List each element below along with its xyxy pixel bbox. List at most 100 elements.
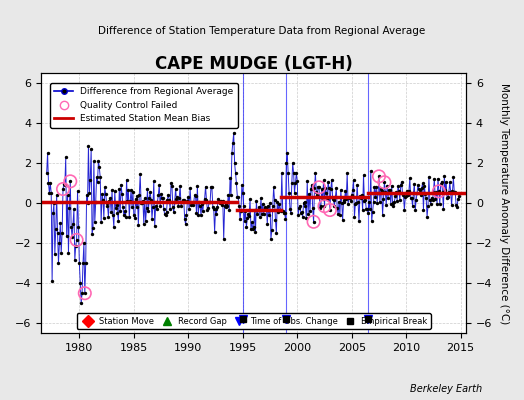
Point (354, 198, 362, 205)
Point (150, 178, 158, 184)
Point (255, 204, 263, 210)
Point (221, 203, 229, 209)
Point (406, 175, 414, 182)
Point (432, 188, 440, 195)
Point (213, 204, 222, 210)
Point (202, 196, 211, 203)
Point (250, 206, 259, 213)
Point (245, 212, 253, 219)
Point (427, 200, 435, 207)
Point (201, 184, 210, 190)
Point (246, 196, 254, 202)
Point (152, 206, 161, 212)
Point (145, 194, 154, 201)
Point (192, 210, 201, 216)
Point (168, 183, 176, 189)
Point (397, 181, 405, 188)
Point (262, 205, 270, 211)
Point (47, 190, 56, 196)
Point (425, 196, 434, 203)
Point (306, 208, 314, 214)
Point (367, 168, 375, 174)
Point (407, 195, 415, 202)
Point (123, 198, 132, 204)
Point (435, 188, 443, 194)
Point (233, 194, 242, 200)
Point (351, 200, 359, 207)
Text: Difference of Station Temperature Data from Regional Average: Difference of Station Temperature Data f… (99, 26, 425, 36)
Point (143, 205, 151, 211)
Point (130, 215, 139, 222)
Point (431, 196, 440, 202)
Point (429, 189, 438, 195)
Point (320, 203, 329, 209)
Point (70, 206, 78, 212)
Point (418, 185, 426, 192)
Point (141, 218, 150, 224)
Point (423, 214, 431, 220)
Point (297, 210, 305, 216)
Point (125, 214, 134, 220)
Point (134, 222, 143, 228)
Point (190, 192, 199, 198)
Point (84, 142, 93, 149)
Point (220, 236, 228, 242)
Point (310, 185, 319, 192)
Point (205, 198, 213, 205)
Title: CAPE MUDGE (LGT-H): CAPE MUDGE (LGT-H) (155, 55, 353, 73)
Point (273, 198, 281, 205)
Point (64, 250, 73, 256)
Point (319, 196, 327, 202)
Point (81, 290, 89, 296)
Point (72, 242, 80, 249)
Point (315, 184, 323, 190)
Point (182, 211, 191, 218)
Point (332, 185, 341, 192)
Point (237, 208, 245, 214)
Point (102, 191, 110, 197)
Point (166, 206, 174, 212)
Point (452, 202, 460, 208)
Point (436, 181, 445, 188)
Point (357, 192, 366, 198)
Point (92, 199, 100, 206)
Point (326, 207, 334, 213)
Point (260, 204, 269, 211)
Point (52, 192, 61, 199)
Point (126, 198, 134, 204)
Point (247, 226, 255, 232)
Point (51, 251, 59, 257)
Point (170, 198, 179, 205)
Point (355, 218, 363, 225)
Point (139, 198, 147, 204)
Point (73, 188, 82, 194)
Point (309, 218, 318, 225)
Legend: Station Move, Record Gap, Time of Obs. Change, Empirical Break: Station Move, Record Gap, Time of Obs. C… (77, 314, 431, 329)
Point (325, 185, 333, 192)
Point (357, 194, 365, 201)
Point (210, 206, 218, 212)
Point (316, 202, 325, 209)
Point (330, 202, 339, 209)
Point (215, 198, 223, 204)
Point (449, 188, 457, 194)
Point (422, 195, 430, 202)
Point (298, 209, 306, 216)
Point (50, 200, 58, 206)
Point (58, 230, 67, 236)
Point (69, 221, 77, 227)
Point (453, 204, 461, 210)
Point (336, 212, 344, 218)
Point (389, 202, 398, 209)
Point (217, 201, 226, 208)
Point (311, 170, 320, 176)
Point (289, 160, 297, 166)
Point (375, 173, 383, 180)
Point (403, 188, 411, 194)
Point (294, 212, 302, 218)
Point (214, 196, 223, 202)
Point (449, 174, 457, 181)
Point (345, 195, 353, 201)
Point (119, 212, 128, 218)
Point (187, 202, 195, 208)
